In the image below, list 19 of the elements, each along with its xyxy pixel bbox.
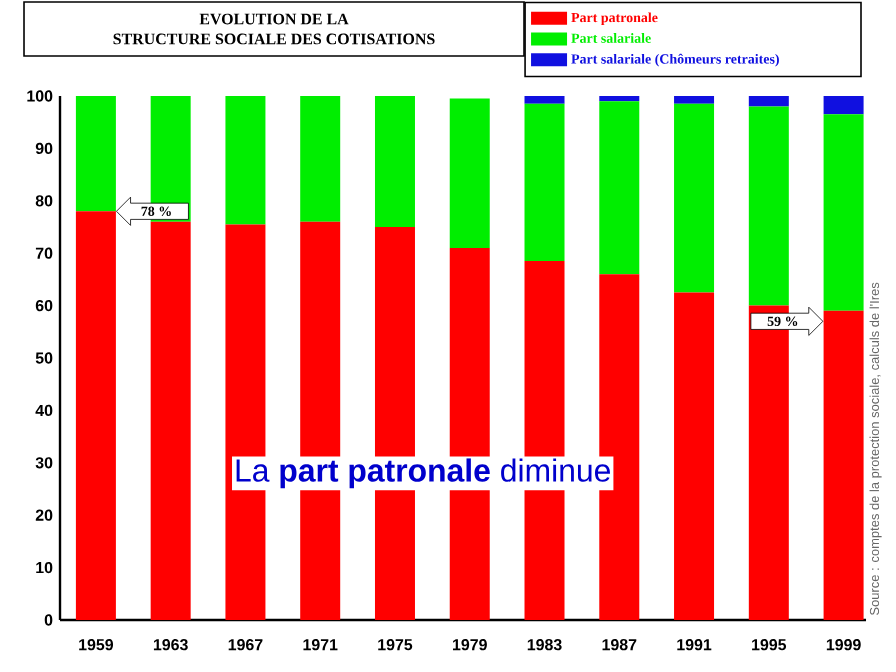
- bar: [823, 310, 864, 620]
- bar: [674, 292, 715, 620]
- bar: [823, 95, 864, 115]
- bar: [748, 95, 789, 107]
- bar: [300, 95, 341, 222]
- bar: [823, 114, 864, 311]
- bar: [599, 101, 640, 275]
- bar: [674, 95, 715, 104]
- bar: [674, 103, 715, 293]
- bar: [524, 95, 565, 104]
- bar: [449, 98, 490, 248]
- bar: [75, 211, 116, 620]
- bar: [599, 95, 640, 102]
- bar: [524, 103, 565, 262]
- annotation: La part patronale diminue: [236, 458, 610, 489]
- bar: [374, 95, 415, 227]
- bar: [225, 95, 266, 225]
- bar: [75, 95, 116, 212]
- bar: [225, 224, 266, 620]
